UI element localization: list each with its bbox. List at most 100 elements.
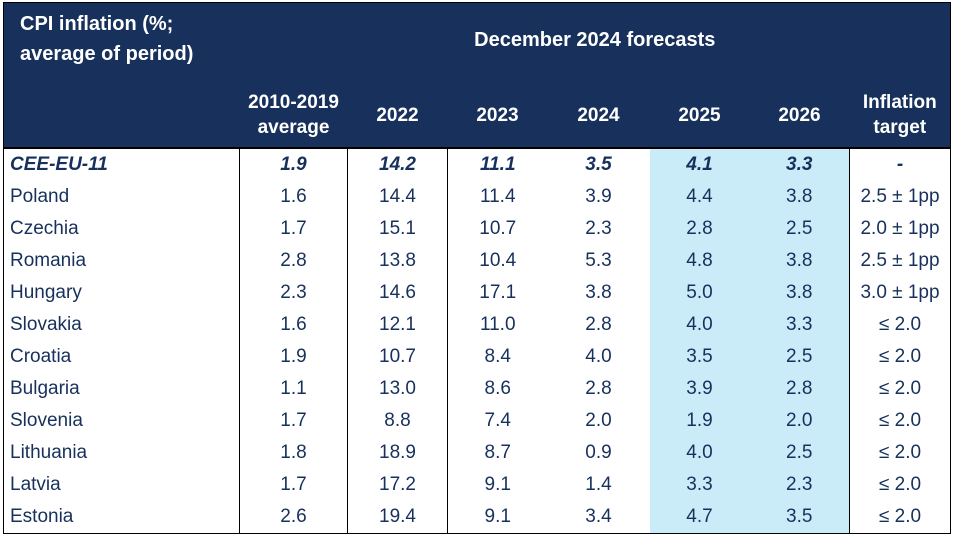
country-cell: Romania [3,245,240,277]
value-cell-2026: 3.8 [749,245,850,277]
value-cell-2026: 2.5 [749,341,850,373]
value-cell-inflation-target: - [848,147,951,181]
col-header-2022: 2022 [376,104,419,126]
value-cell-2023: 10.7 [479,218,517,239]
value-cell-avg-2010-2019: 1.1 [239,373,348,405]
value-cell-2025: 3.9 [649,373,750,405]
value-cell-avg-2010-2019: 2.8 [239,245,348,277]
value-cell-2025: 5.0 [649,277,750,309]
value-cell-2023: 11.1 [447,147,548,181]
table-row: Estonia 2.6 19.4 9.1 3.4 4.7 3.5 ≤ 2.0 [3,501,951,534]
value-cell-2026: 2.0 [749,405,850,437]
country-cell: Poland [3,181,240,213]
value-cell-avg-2010-2019: 1.9 [239,147,348,181]
value-cell-inflation-target: ≤ 2.0 [848,341,951,373]
country-cell: Slovakia [3,309,240,341]
value-cell-2024: 3.9 [585,186,612,207]
value-cell-2022: 8.8 [347,405,448,437]
value-cell-2024: 3.4 [547,501,650,534]
country-cell: CEE-EU-11 [3,147,240,181]
value-cell-2026: 2.3 [749,469,850,501]
value-cell-2023: 8.7 [484,442,511,463]
table-row: Lithuania 1.8 18.9 8.7 0.9 4.0 2.5 ≤ 2.0 [3,437,951,469]
col-header-2010-2019-line-2: average [257,117,330,138]
value-cell-2023: 8.6 [484,378,511,399]
table-row: Poland 1.6 14.4 11.4 3.9 4.4 3.8 2.5 ± 1pp [3,181,951,213]
value-cell-2023: 9.1 [447,501,548,534]
value-cell-2024: 5.3 [585,250,612,271]
value-cell-2023: 8.4 [484,346,511,367]
value-cell-2025: 4.4 [649,181,750,213]
forecast-header: December 2024 forecasts [474,28,716,51]
value-cell-2022: 12.1 [347,309,448,341]
value-cell-2026: 3.8 [749,277,850,309]
header-row-top: CPI inflation (%; average of period) Dec… [3,2,951,83]
value-cell-2023: 9.1 [484,474,511,495]
value-cell-2022: 19.4 [347,501,448,534]
value-cell-avg-2010-2019: 1.7 [239,405,348,437]
country-cell: Slovenia [3,405,240,437]
country-cell: Croatia [3,341,240,373]
value-cell-2024: 4.0 [585,346,612,367]
value-cell-2024: 1.4 [585,474,612,495]
value-cell-inflation-target: ≤ 2.0 [848,405,951,437]
table-row: Slovakia 1.6 12.1 11.0 2.8 4.0 3.3 ≤ 2.0 [3,309,951,341]
value-cell-2022: 14.6 [347,277,448,309]
value-cell-2022: 14.2 [347,147,448,181]
col-header-2025: 2025 [678,104,721,126]
col-header-inflation-target-line-2: target [873,117,927,138]
value-cell-2022: 13.8 [347,245,448,277]
value-cell-2026: 2.5 [749,213,850,245]
value-cell-2024: 2.0 [585,410,612,431]
table-body: CEE-EU-11 1.9 14.2 11.1 3.5 4.1 3.3- Poland 1.6 1… [3,147,951,534]
value-cell-avg-2010-2019: 1.6 [239,181,348,213]
value-cell-2025: 1.9 [649,405,750,437]
country-cell: Bulgaria [3,373,240,405]
col-header-2023: 2023 [476,104,519,126]
value-cell-2025: 4.0 [649,309,750,341]
value-cell-2026: 3.3 [749,309,850,341]
value-cell-2023: 17.1 [479,282,517,303]
table-row: Croatia 1.9 10.7 8.4 4.0 3.5 2.5 ≤ 2.0 [3,341,951,373]
value-cell-2024: 2.3 [585,218,612,239]
value-cell-2022: 17.2 [347,469,448,501]
value-cell-2024: 3.5 [547,147,650,181]
value-cell-2025: 4.0 [649,437,750,469]
table-title-line-2: average of period) [20,43,194,65]
value-cell-2026: 3.8 [749,181,850,213]
value-cell-inflation-target: 2.5 ± 1pp [848,181,951,213]
value-cell-2023: 11.0 [479,314,516,335]
value-cell-2025: 4.1 [649,147,750,181]
value-cell-2022: 14.4 [347,181,448,213]
col-header-2010-2019-line-1: 2010-2019 [248,92,339,113]
value-cell-2026: 2.5 [749,437,850,469]
table-row: Hungary 2.3 14.6 17.1 3.8 5.0 3.8 3.0 ± 1pp [3,277,951,309]
value-cell-2023: 7.4 [484,410,511,431]
col-header-inflation-target: Inflation target [850,83,951,148]
header-country-cell [4,83,240,148]
value-cell-avg-2010-2019: 1.7 [239,213,348,245]
value-cell-2025: 3.3 [649,469,750,501]
value-cell-2026: 3.3 [749,147,850,181]
value-cell-inflation-target: ≤ 2.0 [848,373,951,405]
col-header-2024: 2024 [577,104,620,126]
value-cell-avg-2010-2019: 2.3 [239,277,348,309]
country-cell: Hungary [3,277,240,309]
value-cell-inflation-target: ≤ 2.0 [848,469,951,501]
value-cell-inflation-target: 3.0 ± 1pp [848,277,951,309]
value-cell-inflation-target: ≤ 2.0 [848,437,951,469]
value-cell-2025: 2.8 [649,213,750,245]
country-cell: Estonia [3,501,240,534]
value-cell-2024: 0.9 [585,442,612,463]
col-header-2026: 2026 [778,104,821,126]
col-header-inflation-target-line-1: Inflation [862,92,937,113]
value-cell-2022: 15.1 [347,213,448,245]
country-cell: Czechia [3,213,240,245]
table-row: Latvia 1.7 17.2 9.1 1.4 3.3 2.3 ≤ 2.0 [3,469,951,501]
value-cell-2024: 2.8 [585,378,612,399]
table-row: Slovenia 1.7 8.8 7.4 2.0 1.9 2.0 ≤ 2.0 [3,405,951,437]
value-cell-2023: 11.4 [479,186,516,207]
value-cell-2024: 3.8 [585,282,612,303]
value-cell-2026: 3.5 [749,501,850,534]
value-cell-avg-2010-2019: 1.7 [239,469,348,501]
